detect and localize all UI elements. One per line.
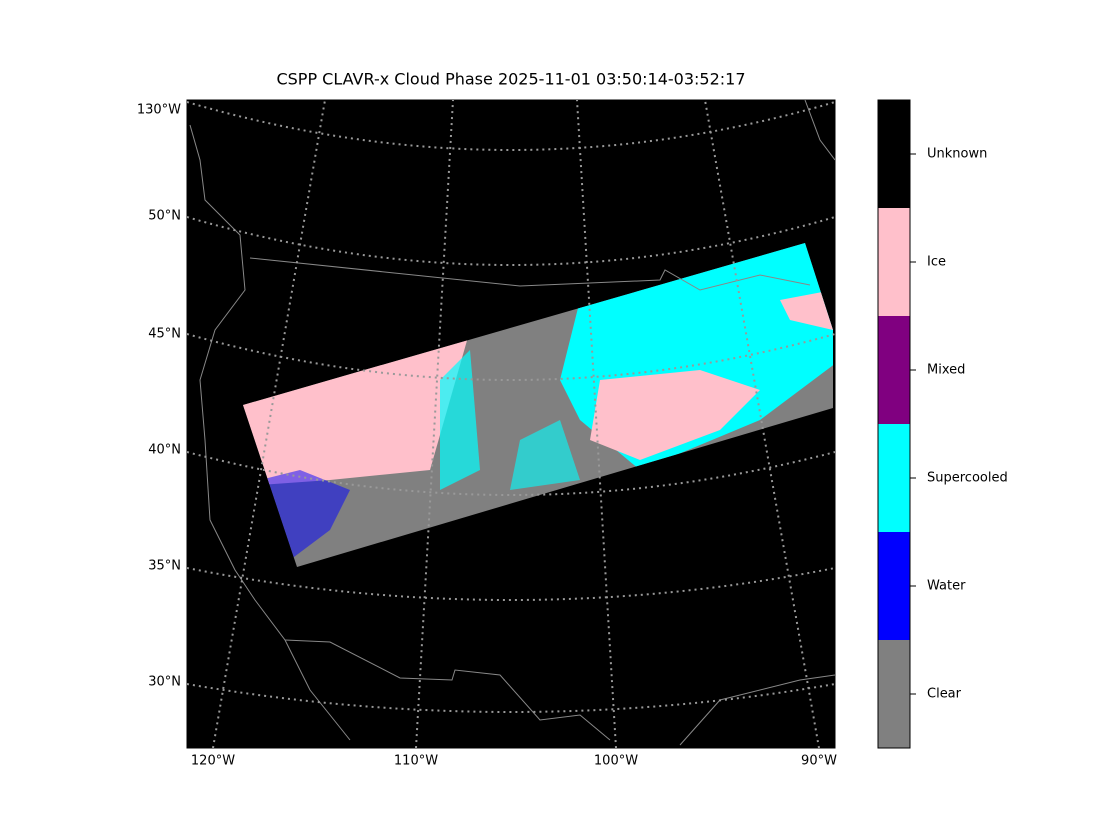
colorbar-segment [878,640,910,748]
colorbar-label: Clear [927,687,962,702]
lat-label: 130°W [137,103,181,118]
colorbar-segment [878,100,910,208]
colorbar-segment [878,532,910,640]
title: CSPP CLAVR-x Cloud Phase 2025-11-01 03:5… [276,70,745,89]
lon-label: 120°W [191,754,235,769]
lat-label: 30°N [148,675,181,690]
lon-label: 90°W [801,754,837,769]
lat-label: 35°N [148,559,181,574]
colorbar-label: Mixed [927,363,965,378]
colorbar-segment [878,208,910,316]
colorbar: Unknown Ice Mixed Supercooled Water Clear [878,100,1008,748]
colorbar-frame [877,99,911,749]
colorbar-label: Supercooled [927,471,1008,486]
colorbar-segment [878,316,910,424]
colorbar-label: Unknown [927,147,987,162]
lon-label: 100°W [594,754,638,769]
lat-label: 40°N [148,443,181,458]
lat-label: 50°N [148,209,181,224]
colorbar-segment [878,424,910,532]
lat-label: 45°N [148,327,181,342]
lon-label: 110°W [394,754,438,769]
colorbar-label: Ice [927,255,946,270]
colorbar-label: Water [927,579,966,594]
